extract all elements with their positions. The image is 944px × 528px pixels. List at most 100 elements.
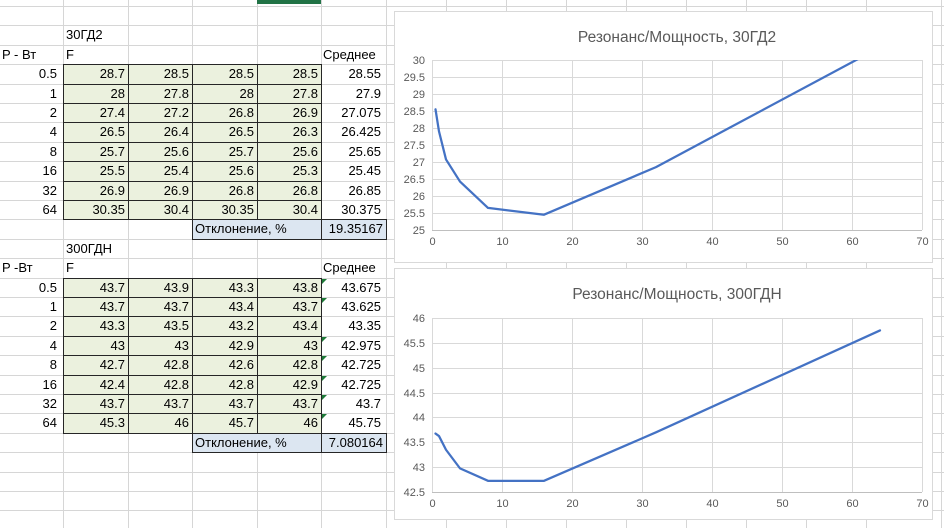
cell-mean[interactable]: 43.675 — [341, 279, 381, 295]
cell-measurement[interactable]: 25.5 — [64, 162, 129, 182]
cell-mean[interactable]: 28.55 — [348, 66, 381, 82]
cell-measurement[interactable]: 28.5 — [258, 65, 322, 85]
cell-measurement[interactable]: 26.8 — [258, 181, 322, 201]
deviation-label-cell[interactable]: Отклонение, % — [192, 432, 322, 454]
cell-mean[interactable]: 30.375 — [341, 202, 381, 217]
cell-measurement[interactable]: 43 — [258, 336, 322, 357]
cell-measurement[interactable]: 28 — [64, 84, 129, 104]
power-header-cell[interactable]: P - Вт — [2, 46, 37, 62]
cell-measurement[interactable]: 30.4 — [129, 200, 193, 221]
cell-measurement[interactable]: 28.5 — [193, 65, 258, 85]
cell-measurement[interactable]: 27.8 — [258, 84, 322, 104]
cell-measurement[interactable]: 30.4 — [258, 200, 322, 221]
cell-measurement[interactable]: 25.6 — [193, 162, 258, 182]
cell-measurement[interactable]: 43.5 — [129, 317, 193, 337]
cell-mean[interactable]: 25.45 — [348, 163, 381, 179]
cell-mean[interactable]: 42.725 — [341, 376, 381, 392]
cell-mean[interactable]: 45.75 — [348, 415, 381, 431]
freq-header-cell[interactable]: F — [66, 260, 74, 276]
chart-30gd2[interactable]: 0 10 20 30 40 50 60 70 25 25.5 26 26.5 27 27.5 28 28.5 2… — [394, 11, 933, 263]
cell-measurement[interactable]: 43.7 — [258, 394, 322, 415]
cell-measurement[interactable]: 43.7 — [193, 394, 258, 415]
table-title[interactable]: 30ГД2 — [66, 27, 103, 43]
cell-measurement[interactable]: 25.7 — [64, 142, 129, 163]
cell-mean[interactable]: 26.425 — [341, 124, 381, 140]
cell-measurement[interactable]: 45.3 — [64, 414, 129, 434]
cell-power[interactable]: 1 — [49, 85, 57, 101]
cell-measurement[interactable]: 43.8 — [258, 278, 322, 298]
cell-measurement[interactable]: 28.5 — [129, 65, 193, 85]
cell-mean[interactable]: 43.7 — [355, 396, 381, 411]
cell-measurement[interactable]: 28 — [193, 84, 258, 104]
cell-power[interactable]: 1 — [49, 299, 57, 314]
cell-measurement[interactable]: 42.4 — [64, 375, 129, 395]
cell-mean[interactable]: 26.85 — [348, 182, 381, 198]
cell-measurement[interactable]: 43.7 — [258, 297, 322, 318]
cell-power[interactable]: 64 — [42, 202, 57, 217]
cell-measurement[interactable]: 43.4 — [193, 297, 258, 318]
cell-measurement[interactable]: 25.7 — [193, 142, 258, 163]
cell-mean[interactable]: 43.625 — [341, 299, 381, 314]
selected-cell-top-border[interactable] — [257, 0, 321, 4]
cell-mean[interactable]: 42.975 — [341, 337, 381, 353]
cell-measurement[interactable]: 28.7 — [64, 65, 129, 85]
cell-measurement[interactable]: 43 — [129, 336, 193, 357]
cell-mean[interactable]: 42.725 — [341, 357, 381, 373]
cell-measurement[interactable]: 43 — [64, 336, 129, 357]
cell-measurement[interactable]: 43.9 — [129, 278, 193, 298]
cell-power[interactable]: 2 — [49, 105, 57, 120]
cell-measurement[interactable]: 26.9 — [129, 181, 193, 201]
cell-mean[interactable]: 27.075 — [341, 105, 381, 120]
cell-measurement[interactable]: 43.3 — [64, 317, 129, 337]
chart-300gdn[interactable]: 0 10 20 30 40 50 60 70 42.5 43 43.5 44 44.5 45 45.5 46 Р… — [394, 268, 933, 520]
cell-measurement[interactable]: 43.2 — [193, 317, 258, 337]
cell-measurement[interactable]: 25.6 — [258, 142, 322, 163]
cell-measurement[interactable]: 26.9 — [64, 181, 129, 201]
table-title[interactable]: 300ГДН — [66, 240, 113, 256]
cell-power[interactable]: 8 — [49, 143, 57, 159]
cell-power[interactable]: 2 — [49, 318, 57, 334]
cell-power[interactable]: 16 — [42, 163, 57, 179]
cell-measurement[interactable]: 25.6 — [129, 142, 193, 163]
cell-measurement[interactable]: 46 — [258, 414, 322, 434]
cell-measurement[interactable]: 42.8 — [258, 356, 322, 376]
cell-measurement[interactable]: 43.7 — [129, 394, 193, 415]
cell-measurement[interactable]: 26.5 — [64, 123, 129, 143]
cell-measurement[interactable]: 43.7 — [64, 394, 129, 415]
data-series-line[interactable] — [434, 329, 882, 482]
cell-power[interactable]: 4 — [49, 337, 57, 353]
cell-measurement[interactable]: 42.7 — [64, 356, 129, 376]
cell-power[interactable]: 64 — [42, 415, 57, 431]
cell-measurement[interactable]: 27.8 — [129, 84, 193, 104]
deviation-value-cell[interactable]: 7.080164 — [321, 432, 387, 454]
cell-power[interactable]: 0.5 — [38, 66, 57, 82]
data-series-line[interactable] — [434, 47, 881, 216]
cell-power[interactable]: 0.5 — [38, 279, 57, 295]
cell-measurement[interactable]: 30.35 — [64, 200, 129, 221]
cell-power[interactable]: 4 — [49, 124, 57, 140]
cell-measurement[interactable]: 30.35 — [193, 200, 258, 221]
cell-mean[interactable]: 27.9 — [355, 85, 381, 101]
cell-power[interactable]: 32 — [42, 396, 57, 411]
cell-measurement[interactable]: 42.8 — [129, 356, 193, 376]
cell-measurement[interactable]: 27.2 — [129, 103, 193, 124]
cell-measurement[interactable]: 26.9 — [258, 103, 322, 124]
cell-measurement[interactable]: 42.9 — [258, 375, 322, 395]
cell-measurement[interactable]: 43.7 — [64, 297, 129, 318]
cell-measurement[interactable]: 27.4 — [64, 103, 129, 124]
deviation-label-cell[interactable]: Отклонение, % — [192, 219, 322, 240]
deviation-value-cell[interactable]: 19.35167 — [321, 219, 387, 240]
cell-measurement[interactable]: 43.3 — [193, 278, 258, 298]
cell-mean[interactable]: 25.65 — [348, 143, 381, 159]
cell-power[interactable]: 16 — [42, 376, 57, 392]
mean-header-cell[interactable]: Среднее — [323, 46, 376, 62]
cell-measurement[interactable]: 43.7 — [129, 297, 193, 318]
cell-measurement[interactable]: 46 — [129, 414, 193, 434]
cell-power[interactable]: 32 — [42, 182, 57, 198]
power-header-cell[interactable]: P -Вт — [2, 260, 33, 276]
cell-measurement[interactable]: 42.8 — [129, 375, 193, 395]
cell-measurement[interactable]: 26.8 — [193, 181, 258, 201]
cell-measurement[interactable]: 42.8 — [193, 375, 258, 395]
cell-measurement[interactable]: 26.3 — [258, 123, 322, 143]
cell-measurement[interactable]: 26.8 — [193, 103, 258, 124]
